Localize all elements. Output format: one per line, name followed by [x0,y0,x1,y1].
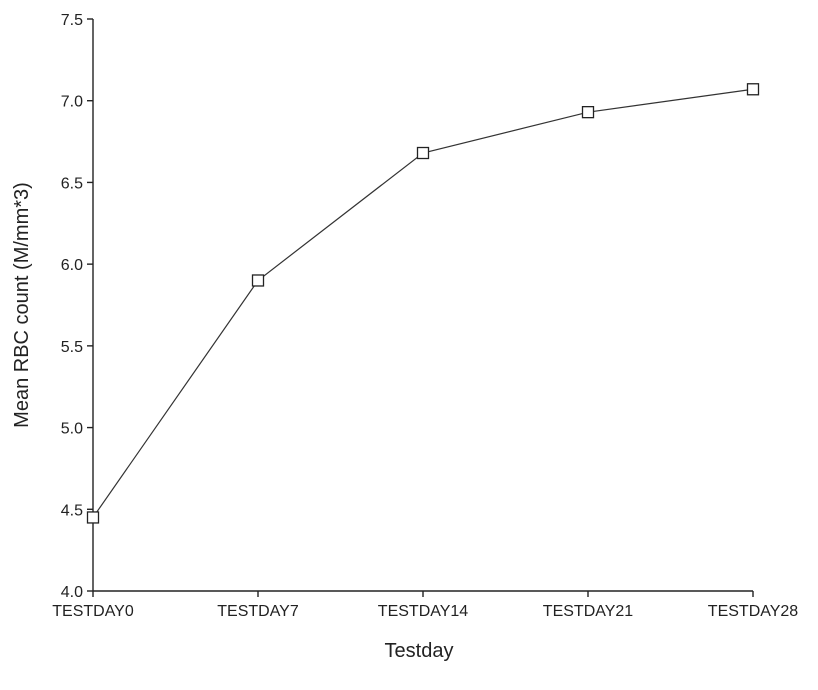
y-tick-label: 4.0 [61,584,83,601]
x-tick-label: TESTDAY14 [378,603,469,620]
x-tick-label: TESTDAY0 [52,603,134,620]
data-point-marker [251,274,265,287]
data-point-marker [86,511,100,524]
x-axis: TESTDAY0 TESTDAY7 TESTDAY14 TESTDAY21 TESTDA… [52,590,799,620]
data-point-marker [416,146,430,160]
x-axis-title: Testday [385,640,454,662]
x-tick-label: TESTDAY7 [217,603,299,620]
series-group [86,83,760,524]
y-axis: 4.0 4.5 5.0 5.5 6.0 6.5 7.0 7.5 [61,12,94,601]
y-tick-label: 5.0 [61,421,83,438]
y-tick-label: 4.5 [61,502,83,519]
y-tick-label: 6.5 [61,175,83,192]
y-tick-label: 6.0 [61,257,83,274]
x-tick-label: TESTDAY28 [708,603,799,620]
data-point-marker [581,106,595,119]
y-tick-label: 5.5 [61,339,83,356]
data-point-marker [746,83,760,96]
y-axis-title: Mean RBC count (M/mm*3) [11,182,33,428]
y-tick-label: 7.0 [61,94,83,111]
x-tick-label: TESTDAY21 [543,603,634,620]
y-tick-label: 7.5 [61,12,83,29]
